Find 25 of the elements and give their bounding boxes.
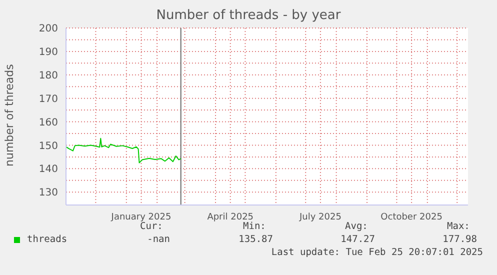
y-tick-label: 140 [38, 164, 58, 176]
line-series [66, 138, 182, 164]
text: Last update: Tue Feb 25 20:07:01 2025 [271, 247, 483, 258]
y-tick-label: 160 [38, 117, 58, 128]
text: Min: [243, 221, 266, 232]
text: -nan [147, 234, 170, 245]
text: 147.27 [340, 234, 375, 245]
text: 135.87 [238, 234, 273, 245]
chart-title: Number of threads - by year [155, 8, 342, 23]
x-tick-label: October 2025 [380, 212, 442, 222]
text: Avg: [345, 221, 368, 232]
text: Cur: [140, 221, 163, 232]
legend-label: threads [26, 234, 68, 245]
y-tick-label: 200 [38, 24, 58, 35]
x-tick-label: April 2025 [207, 212, 254, 222]
text: 177.98 [442, 234, 477, 245]
y-tick-label: 190 [38, 46, 58, 58]
y-axis-title: number of threads [2, 64, 16, 166]
y-tick-label: 130 [38, 188, 58, 199]
x-tick-label: January 2025 [110, 212, 172, 222]
x-tick-label: July 2025 [298, 212, 342, 222]
y-tick-label: 150 [38, 140, 58, 152]
y-tick-label: 170 [38, 94, 58, 105]
text: Max: [447, 221, 470, 232]
y-tick-label: 180 [38, 70, 58, 82]
